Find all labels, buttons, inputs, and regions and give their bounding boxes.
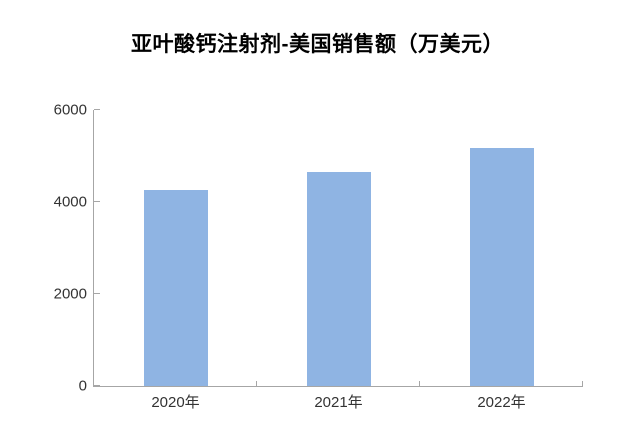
x-axis-tick [419,381,420,386]
y-axis-label: 6000 [53,101,87,119]
chart-title: 亚叶酸钙注射剂-美国销售额（万美元） [131,33,504,56]
bar-2021年 [306,172,371,386]
x-axis-label: 2021年 [314,394,363,411]
y-axis-tick [94,201,100,202]
y-axis-label: 0 [78,377,87,395]
bar-2022年 [469,148,534,386]
plot-area: 0 2000 4000 6000 2020年 2021年 2022年 [54,103,583,410]
x-axis-tick [582,381,583,386]
y-axis-tick [94,293,100,294]
x-axis-label: 2022年 [477,394,526,411]
y-axis-label: 2000 [53,285,87,303]
y-axis-label: 4000 [53,193,87,211]
y-axis-tick [94,385,100,386]
y-axis-tick [94,109,100,110]
x-axis-tick [256,381,257,386]
bar-2020年 [143,189,208,386]
x-axis-label: 2020年 [151,394,200,411]
